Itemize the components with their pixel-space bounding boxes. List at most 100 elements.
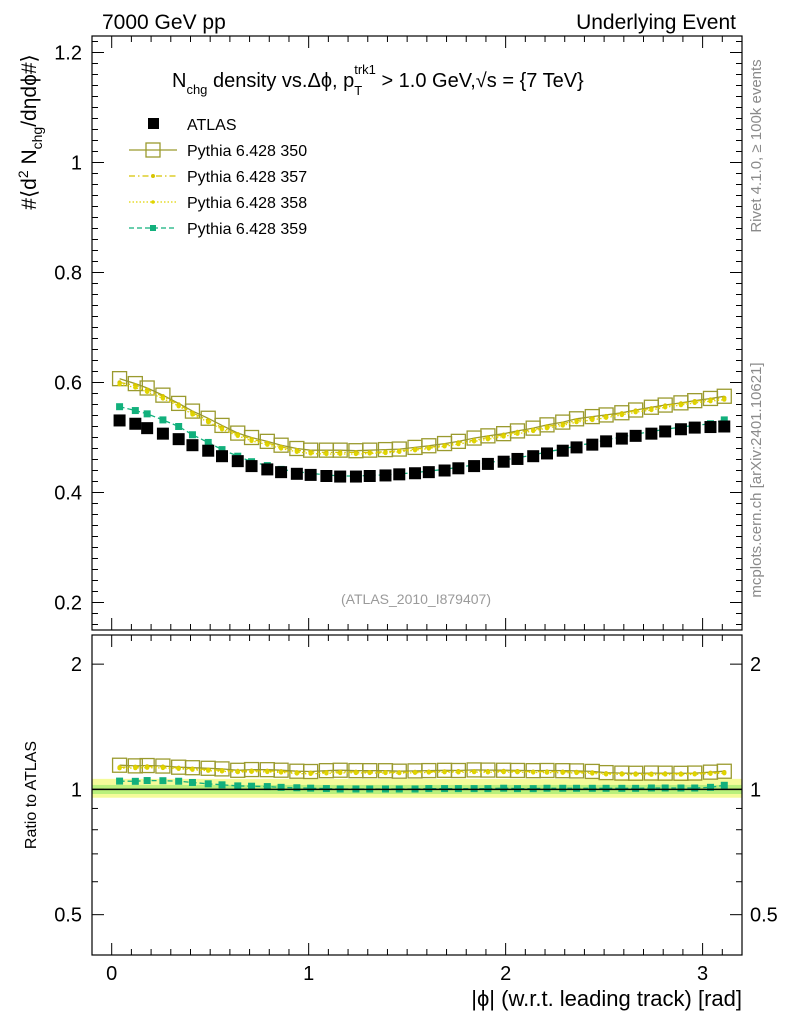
y-tick-label-ratio-right: 1 — [750, 779, 761, 801]
data-point-pythia-6-428-358 — [206, 419, 211, 425]
legend-marker-pythia-350 — [145, 142, 161, 158]
ratio-point-pythia-6-428-358 — [603, 772, 609, 777]
legend-entry-pythia-357: Pythia 6.428 357 — [129, 169, 307, 186]
data-point-atlas — [674, 423, 687, 436]
data-point-pythia-6-428-358 — [722, 397, 727, 402]
data-point-pythia-6-428-359 — [204, 438, 212, 446]
ratio-point-pythia-6-428-358 — [144, 765, 150, 770]
ylabel-part-b: N — [18, 149, 41, 170]
data-point-pythia-6-428-358 — [144, 389, 150, 395]
data-point-pythia-6-428-358 — [294, 449, 300, 454]
ratio-point-pythia-6-428-358 — [544, 770, 550, 775]
ratio-point-pythia-6-428-350 — [598, 764, 614, 781]
ratio-point-pythia-6-428-359 — [543, 784, 551, 792]
ratio-point-pythia-6-428-358 — [722, 770, 727, 776]
ratio-point-pythia-6-428-358 — [133, 765, 138, 771]
ratio-point-pythia-6-428-359 — [248, 782, 256, 790]
ratio-point-pythia-6-428-359 — [143, 777, 151, 785]
data-point-pythia-6-428-350 — [127, 375, 143, 392]
data-point-pythia-6-428-358 — [412, 447, 418, 453]
data-point-pythia-6-428-350 — [332, 442, 348, 458]
data-point-pythia-6-428-358 — [633, 410, 638, 415]
ratio-point-pythia-6-428-359 — [204, 780, 212, 788]
ratio-point-pythia-6-428-358 — [678, 772, 684, 777]
data-point-atlas — [468, 460, 481, 473]
ylabel-sup: 2 — [15, 170, 31, 178]
data-point-atlas — [216, 450, 228, 463]
data-point-atlas — [586, 438, 599, 451]
ratio-point-pythia-6-428-358 — [117, 766, 122, 771]
data-point-pythia-6-428-358 — [278, 446, 284, 451]
x-tick-label: 3 — [697, 963, 708, 985]
ratio-point-pythia-6-428-358 — [176, 766, 181, 772]
data-point-pythia-6-428-358 — [531, 428, 536, 434]
y-tick-label-ratio-right: 2 — [750, 654, 761, 676]
data-point-pythia-6-428-358 — [397, 449, 402, 454]
ratio-point-pythia-6-428-358 — [560, 770, 565, 775]
tick-labels: 0 1 2 3 0.2 0.4 0.6 0.8 1 1.2 0.5 0.5 1 1 2 2 — [54, 43, 778, 986]
ratio-point-pythia-6-428-350 — [127, 758, 143, 774]
y-tick-label-main: 0.6 — [54, 373, 82, 395]
data-point-atlas — [113, 414, 126, 427]
ratio-point-pythia-6-428-359 — [513, 785, 521, 793]
data-point-atlas — [393, 468, 406, 481]
data-point-atlas — [129, 417, 142, 430]
data-point-pythia-6-428-350 — [716, 388, 732, 404]
data-point-atlas — [556, 444, 569, 457]
legend-marker-pythia-358 — [151, 200, 155, 204]
data-point-atlas — [511, 452, 524, 465]
data-point-atlas — [645, 427, 658, 440]
ylabel-part-c: /dηdϕ#⟩ — [18, 54, 41, 127]
data-point-pythia-6-428-350 — [391, 441, 407, 457]
data-point-atlas — [409, 467, 422, 480]
series-line-pythia-6-428-358 — [119, 383, 725, 455]
ratio-point-pythia-6-428-358 — [574, 770, 579, 776]
data-point-pythia-6-428-359 — [175, 423, 183, 430]
legend-label-atlas: ATLAS — [187, 117, 237, 134]
ratio-point-pythia-6-428-350 — [243, 761, 260, 778]
data-point-pythia-6-428-358 — [662, 405, 668, 410]
ratio-point-pythia-6-428-350 — [450, 762, 467, 779]
ratio-point-pythia-6-428-359 — [218, 781, 226, 789]
ratio-point-pythia-6-428-350 — [111, 757, 128, 773]
data-point-pythia-6-428-350 — [598, 407, 614, 423]
header-energy-label: 7000 GeV pp — [102, 11, 226, 34]
data-point-atlas — [379, 469, 392, 482]
ratio-point-pythia-6-428-358 — [206, 768, 211, 773]
data-point-pythia-6-428-350 — [568, 411, 585, 427]
ratio-point-pythia-6-428-350 — [539, 762, 555, 779]
data-point-pythia-6-428-358 — [353, 451, 359, 457]
ratio-point-pythia-6-428-358 — [160, 765, 166, 771]
y-tick-label-ratio: 1 — [71, 779, 82, 801]
ratio-point-pythia-6-428-359 — [131, 777, 139, 785]
data-point-atlas — [304, 468, 317, 481]
data-point-pythia-6-428-350 — [421, 438, 437, 454]
data-point-atlas — [541, 447, 553, 460]
data-point-pythia-6-428-358 — [235, 433, 240, 439]
ratio-point-pythia-6-428-350 — [139, 757, 155, 774]
ratio-point-pythia-6-428-359 — [661, 784, 669, 792]
ratio-point-pythia-6-428-359 — [559, 784, 567, 792]
data-point-pythia-6-428-350 — [362, 442, 378, 458]
data-point-pythia-6-428-358 — [249, 438, 254, 443]
ratio-point-pythia-6-428-358 — [708, 771, 713, 776]
data-point-atlas — [659, 425, 672, 438]
y-axis-label-ratio: Ratio to ATLAS — [23, 741, 40, 849]
legend-marker-atlas — [148, 118, 159, 129]
data-point-pythia-6-428-358 — [383, 450, 388, 456]
ratio-point-pythia-6-428-358 — [353, 770, 359, 776]
data-point-atlas — [615, 432, 628, 445]
data-point-atlas — [290, 467, 303, 480]
ratio-point-pythia-6-428-358 — [367, 770, 372, 776]
data-point-pythia-6-428-359 — [218, 446, 226, 454]
ratio-point-pythia-6-428-350 — [391, 763, 407, 779]
ratio-point-pythia-6-428-359 — [529, 785, 537, 793]
ratio-line-pythia-6-428-357 — [119, 765, 725, 775]
data-point-pythia-6-428-358 — [544, 425, 550, 431]
data-point-pythia-6-428-358 — [515, 431, 520, 436]
main-plot-frame — [91, 35, 743, 631]
data-point-pythia-6-428-350 — [184, 403, 201, 419]
ylabel-part-a: #⟨d — [18, 178, 41, 210]
data-point-atlas — [156, 427, 169, 440]
